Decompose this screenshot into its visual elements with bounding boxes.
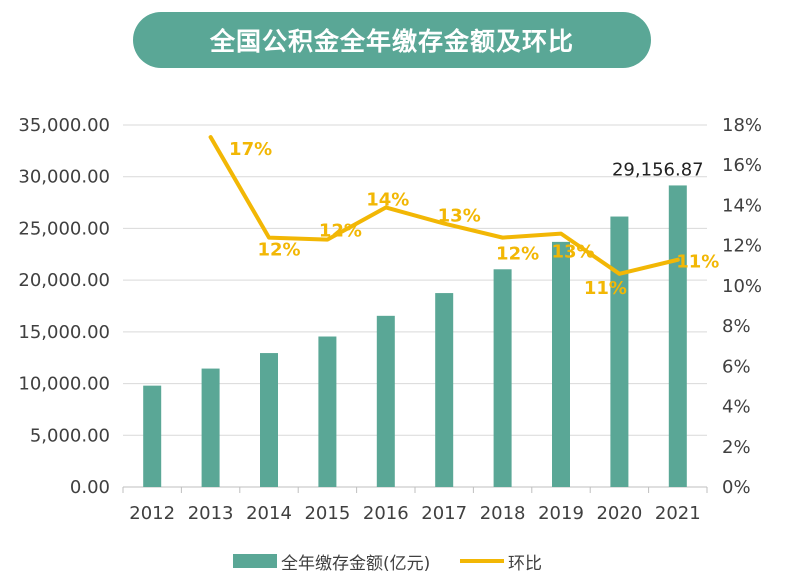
x-axis-tick: 2017 — [421, 503, 467, 524]
bar — [376, 315, 395, 487]
line-data-label: 11% — [676, 252, 719, 273]
legend-bar-swatch — [233, 554, 277, 568]
right-axis-tick: 12% — [722, 236, 762, 257]
legend-line-label: 环比 — [508, 554, 542, 574]
bar — [201, 368, 220, 487]
x-axis-tick: 2019 — [538, 503, 584, 524]
right-axis-tick: 8% — [722, 316, 751, 337]
right-axis-tick: 2% — [722, 437, 751, 458]
chart-title: 全国公积金全年缴存金额及环比 — [133, 12, 651, 68]
bar — [260, 353, 278, 487]
left-axis-tick: 0.00 — [70, 477, 110, 498]
line-data-label: 13% — [551, 242, 594, 263]
x-axis-tick: 2013 — [188, 503, 234, 524]
right-axis-tick: 6% — [722, 356, 751, 377]
left-axis-tick: 30,000.00 — [18, 167, 110, 188]
right-axis-tick: 4% — [722, 397, 751, 418]
bar — [668, 185, 687, 487]
x-axis-tick: 2016 — [363, 503, 409, 524]
left-axis-tick: 5,000.00 — [30, 425, 110, 446]
bar — [318, 336, 337, 487]
legend-line-swatch — [460, 559, 504, 563]
line-data-label: 12% — [496, 244, 539, 265]
left-axis-tick: 25,000.00 — [18, 218, 110, 239]
right-axis-tick: 0% — [722, 477, 751, 498]
bar — [143, 385, 162, 487]
line-data-label: 17% — [229, 139, 272, 160]
line-series — [208, 135, 680, 276]
line-data-label: 12% — [319, 221, 362, 242]
bar — [493, 269, 512, 487]
line-data-label: 13% — [438, 206, 481, 227]
legend-bar-label: 全年缴存金额(亿元) — [281, 554, 431, 574]
left-axis-tick: 35,000.00 — [18, 115, 110, 136]
x-axis-tick: 2015 — [304, 503, 350, 524]
right-axis-tick: 18% — [722, 115, 762, 136]
x-axis-tick: 2018 — [480, 503, 526, 524]
x-axis-tick: 2014 — [246, 503, 292, 524]
line-data-label: 14% — [366, 189, 409, 210]
legend: 全年缴存金额(亿元) 环比 — [0, 546, 796, 576]
bar — [552, 241, 570, 487]
x-axis-tick: 2012 — [129, 503, 175, 524]
right-axis-tick: 14% — [722, 195, 762, 216]
line-data-label: 12% — [257, 240, 300, 261]
right-axis-tick: 10% — [722, 276, 762, 297]
left-axis-tick: 10,000.00 — [18, 374, 110, 395]
x-axis-tick: 2020 — [596, 503, 642, 524]
left-axis-tick: 20,000.00 — [18, 270, 110, 291]
bar — [435, 293, 454, 487]
chart-canvas: 0.00 5,000.00 10,000.00 15,000.00 20,000.00 2… — [18, 115, 762, 524]
bar-data-label: 29,156.87 — [612, 159, 704, 180]
right-axis-tick: 16% — [722, 155, 762, 176]
left-axis-tick: 15,000.00 — [18, 322, 110, 343]
x-axis-tick: 2021 — [655, 503, 701, 524]
line-data-label: 11% — [584, 278, 627, 299]
bar — [610, 216, 629, 487]
